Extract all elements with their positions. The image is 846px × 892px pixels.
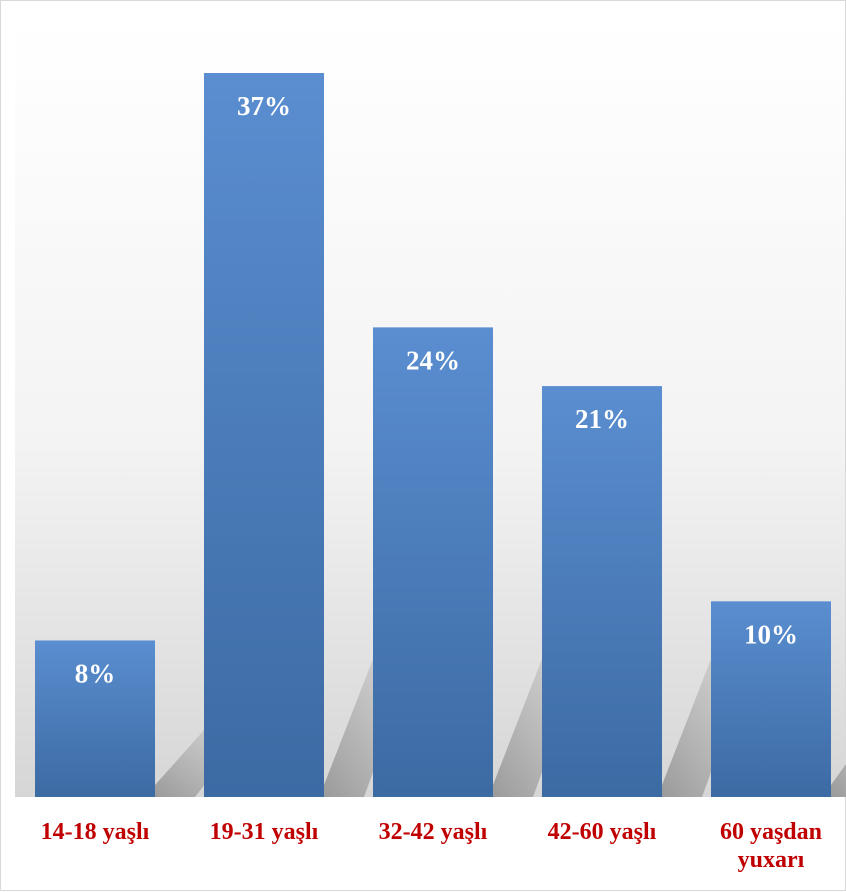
category-label-2: 19-31 yaşlı bbox=[210, 819, 319, 845]
bar-1 bbox=[35, 640, 155, 797]
bar-shadow-5 bbox=[831, 764, 846, 797]
category-label-4: 42-60 yaşlı bbox=[548, 819, 657, 845]
bar-2 bbox=[204, 73, 324, 797]
category-label-1: 14-18 yaşlı bbox=[41, 819, 150, 845]
bar-4 bbox=[542, 386, 662, 797]
category-label-3: 32-42 yaşlı bbox=[379, 819, 488, 845]
bar-5 bbox=[711, 601, 831, 797]
value-label-2: 37% bbox=[237, 91, 291, 121]
value-label-5: 10% bbox=[744, 619, 798, 649]
category-label-5: 60 yaşdan yuxarı bbox=[720, 819, 822, 873]
category-labels: 14-18 yaşlı 19-31 yaşlı 32-42 yaşlı 42-60 y… bbox=[41, 819, 822, 873]
bar-3 bbox=[373, 327, 493, 797]
value-label-3: 24% bbox=[406, 345, 460, 375]
value-label-1: 8% bbox=[75, 658, 116, 688]
value-labels: 8% 37% 24% 21% 10% bbox=[75, 91, 798, 688]
bars bbox=[35, 73, 831, 797]
value-label-4: 21% bbox=[575, 404, 629, 434]
